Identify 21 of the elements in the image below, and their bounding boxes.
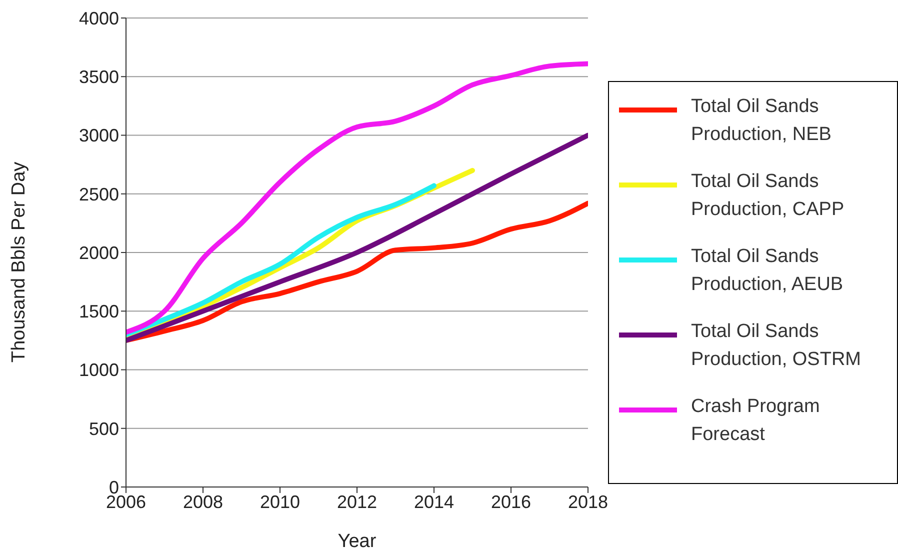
legend-label: Total Oil Sands Production, AEUB [691,245,844,297]
legend-label: Total Oil Sands Production, OSTRM [691,320,862,372]
x-tick-label: 2018 [568,492,608,512]
x-tick-label: 2010 [260,492,300,512]
y-tick-label: 500 [88,418,119,439]
x-tick-label: 2008 [182,492,224,512]
x-tick-label: 2016 [490,492,532,512]
legend-label: Total Oil Sands Production, NEB [691,95,832,147]
y-tick-label: 1500 [78,302,119,322]
y-tick-label: 3500 [78,67,119,88]
y-tick-label: 2500 [78,184,119,204]
x-axis-title: Year [338,531,377,552]
y-axis-title: Thousand Bbls Per Day [8,161,30,362]
y-tick-label: 1000 [78,360,119,380]
y-tick-label: 3000 [78,126,119,146]
y-tick-label: 2000 [78,242,119,263]
x-tick-label: 2014 [414,492,454,512]
legend-label: Total Oil Sands Production, CAPP [691,170,846,222]
y-tick-label: 4000 [78,8,119,28]
legend-label: Crash Program Forecast [691,395,821,447]
x-tick-label: 2012 [336,492,378,512]
